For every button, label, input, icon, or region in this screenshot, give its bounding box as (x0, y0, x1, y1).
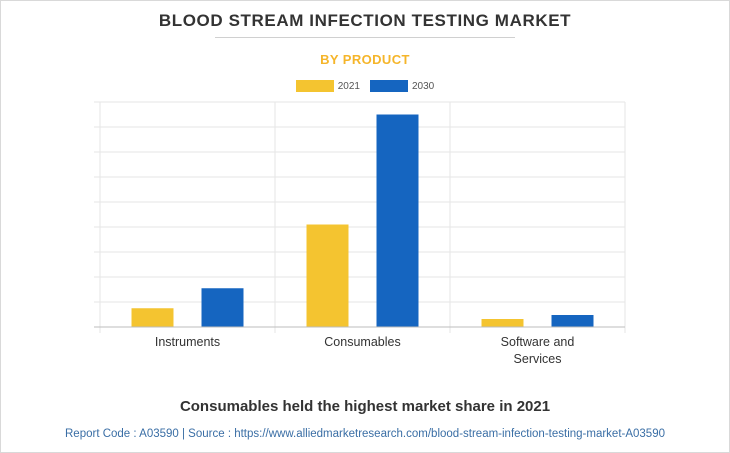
bar-instruments-2030 (201, 288, 244, 327)
bar-consumables-2021 (306, 224, 349, 327)
bar-instruments-2021 (131, 308, 174, 327)
source-line: Report Code : A03590 | Source : https://… (65, 428, 665, 440)
chart-subtitle: BY PRODUCT (320, 52, 410, 67)
title-divider (215, 37, 515, 38)
legend-swatch-2030 (370, 80, 408, 92)
x-tick-label: Services (514, 352, 562, 366)
x-tick-label: Software and (501, 335, 575, 349)
chart-caption: Consumables held the highest market shar… (179, 398, 551, 415)
chart-title: BLOOD STREAM INFECTION TESTING MARKET (158, 11, 572, 30)
legend-item-2030: 2030 (370, 80, 434, 92)
x-tick-label: Consumables (324, 335, 400, 349)
legend-label-2030: 2030 (412, 80, 435, 92)
legend-item-2021: 2021 (295, 80, 360, 92)
legend-label-2021: 2021 (337, 80, 360, 92)
bar-software-and-services-2021 (481, 319, 524, 327)
chart-legend: 2021 2030 (0, 80, 730, 92)
bar-consumables-2030 (376, 114, 419, 327)
legend-swatch-2021 (295, 80, 334, 92)
bar-software-and-services-2030 (551, 315, 594, 327)
x-tick-label: Instruments (155, 335, 220, 349)
